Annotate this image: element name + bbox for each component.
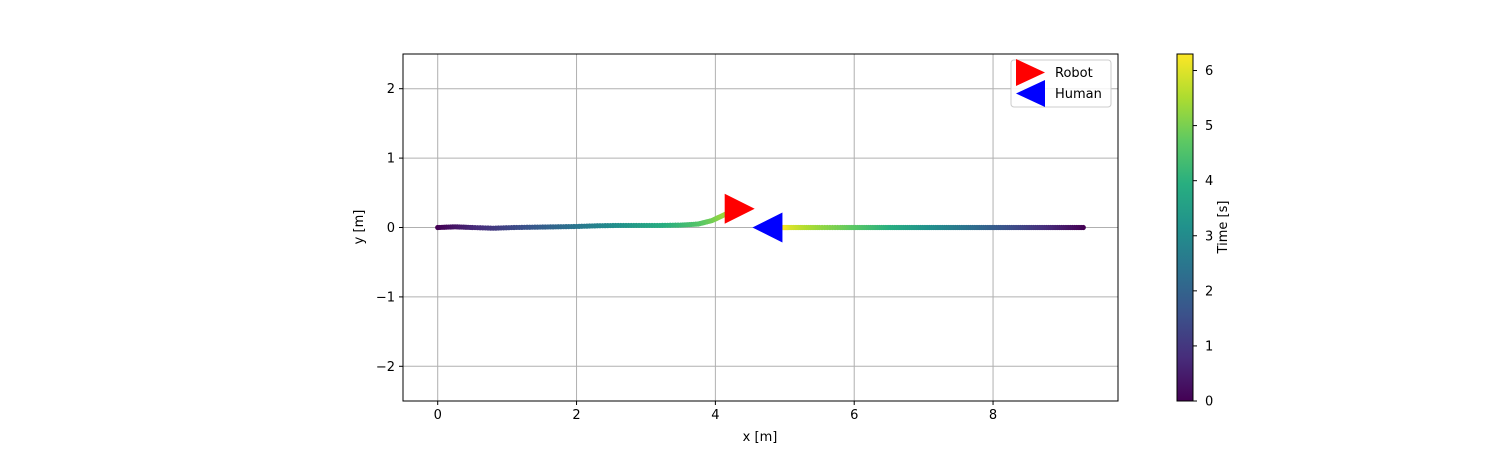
colorbar-tick-label: 1: [1205, 339, 1213, 354]
trajectories: [435, 208, 1086, 231]
y-tick-label: 2: [387, 82, 395, 97]
colorbar-gradient: [1176, 53, 1194, 402]
x-tick-label: 6: [850, 408, 858, 423]
y-axis-label: y [m]: [352, 210, 367, 245]
colorbar-tick-label: 3: [1205, 229, 1213, 244]
colorbar-tick-label: 5: [1205, 119, 1213, 134]
legend-human-marker: [1016, 80, 1045, 107]
robot-marker: [724, 193, 755, 224]
x-tick-label: 8: [989, 408, 997, 423]
colorbar: 0 1 2 3 4 5 6 Time [s]: [1176, 53, 1231, 410]
y-tick-label: −2: [376, 360, 395, 375]
y-tick-label: 0: [387, 221, 395, 236]
human-marker: [752, 212, 783, 243]
colorbar-tick-label: 4: [1205, 174, 1213, 189]
x-tick-label: 2: [572, 408, 580, 423]
y-tick-label: 1: [387, 152, 395, 167]
legend: Robot Human: [1010, 59, 1112, 108]
x-tick-label: 0: [434, 408, 442, 423]
colorbar-tick-label: 2: [1205, 284, 1213, 299]
plot-area: 0 2 4 6 8 −2 −1 0 1 2 x [m] y [m]: [352, 53, 1119, 445]
agent-markers: [724, 193, 783, 243]
legend-robot-label: Robot: [1055, 66, 1093, 81]
y-tick-label: −1: [376, 290, 395, 305]
x-axis-label: x [m]: [743, 430, 778, 445]
colorbar-label: Time [s]: [1216, 201, 1231, 255]
legend-robot-marker: [1016, 59, 1045, 86]
legend-human-label: Human: [1055, 87, 1102, 102]
x-tick-label: 4: [711, 408, 719, 423]
colorbar-tick-label: 0: [1205, 395, 1213, 410]
colorbar-ticks: 0 1 2 3 4 5 6: [1193, 64, 1213, 410]
y-axis-ticks: −2 −1 0 1 2: [376, 82, 403, 375]
colorbar-tick-label: 6: [1205, 64, 1213, 79]
x-axis-ticks: 0 2 4 6 8: [434, 401, 997, 423]
